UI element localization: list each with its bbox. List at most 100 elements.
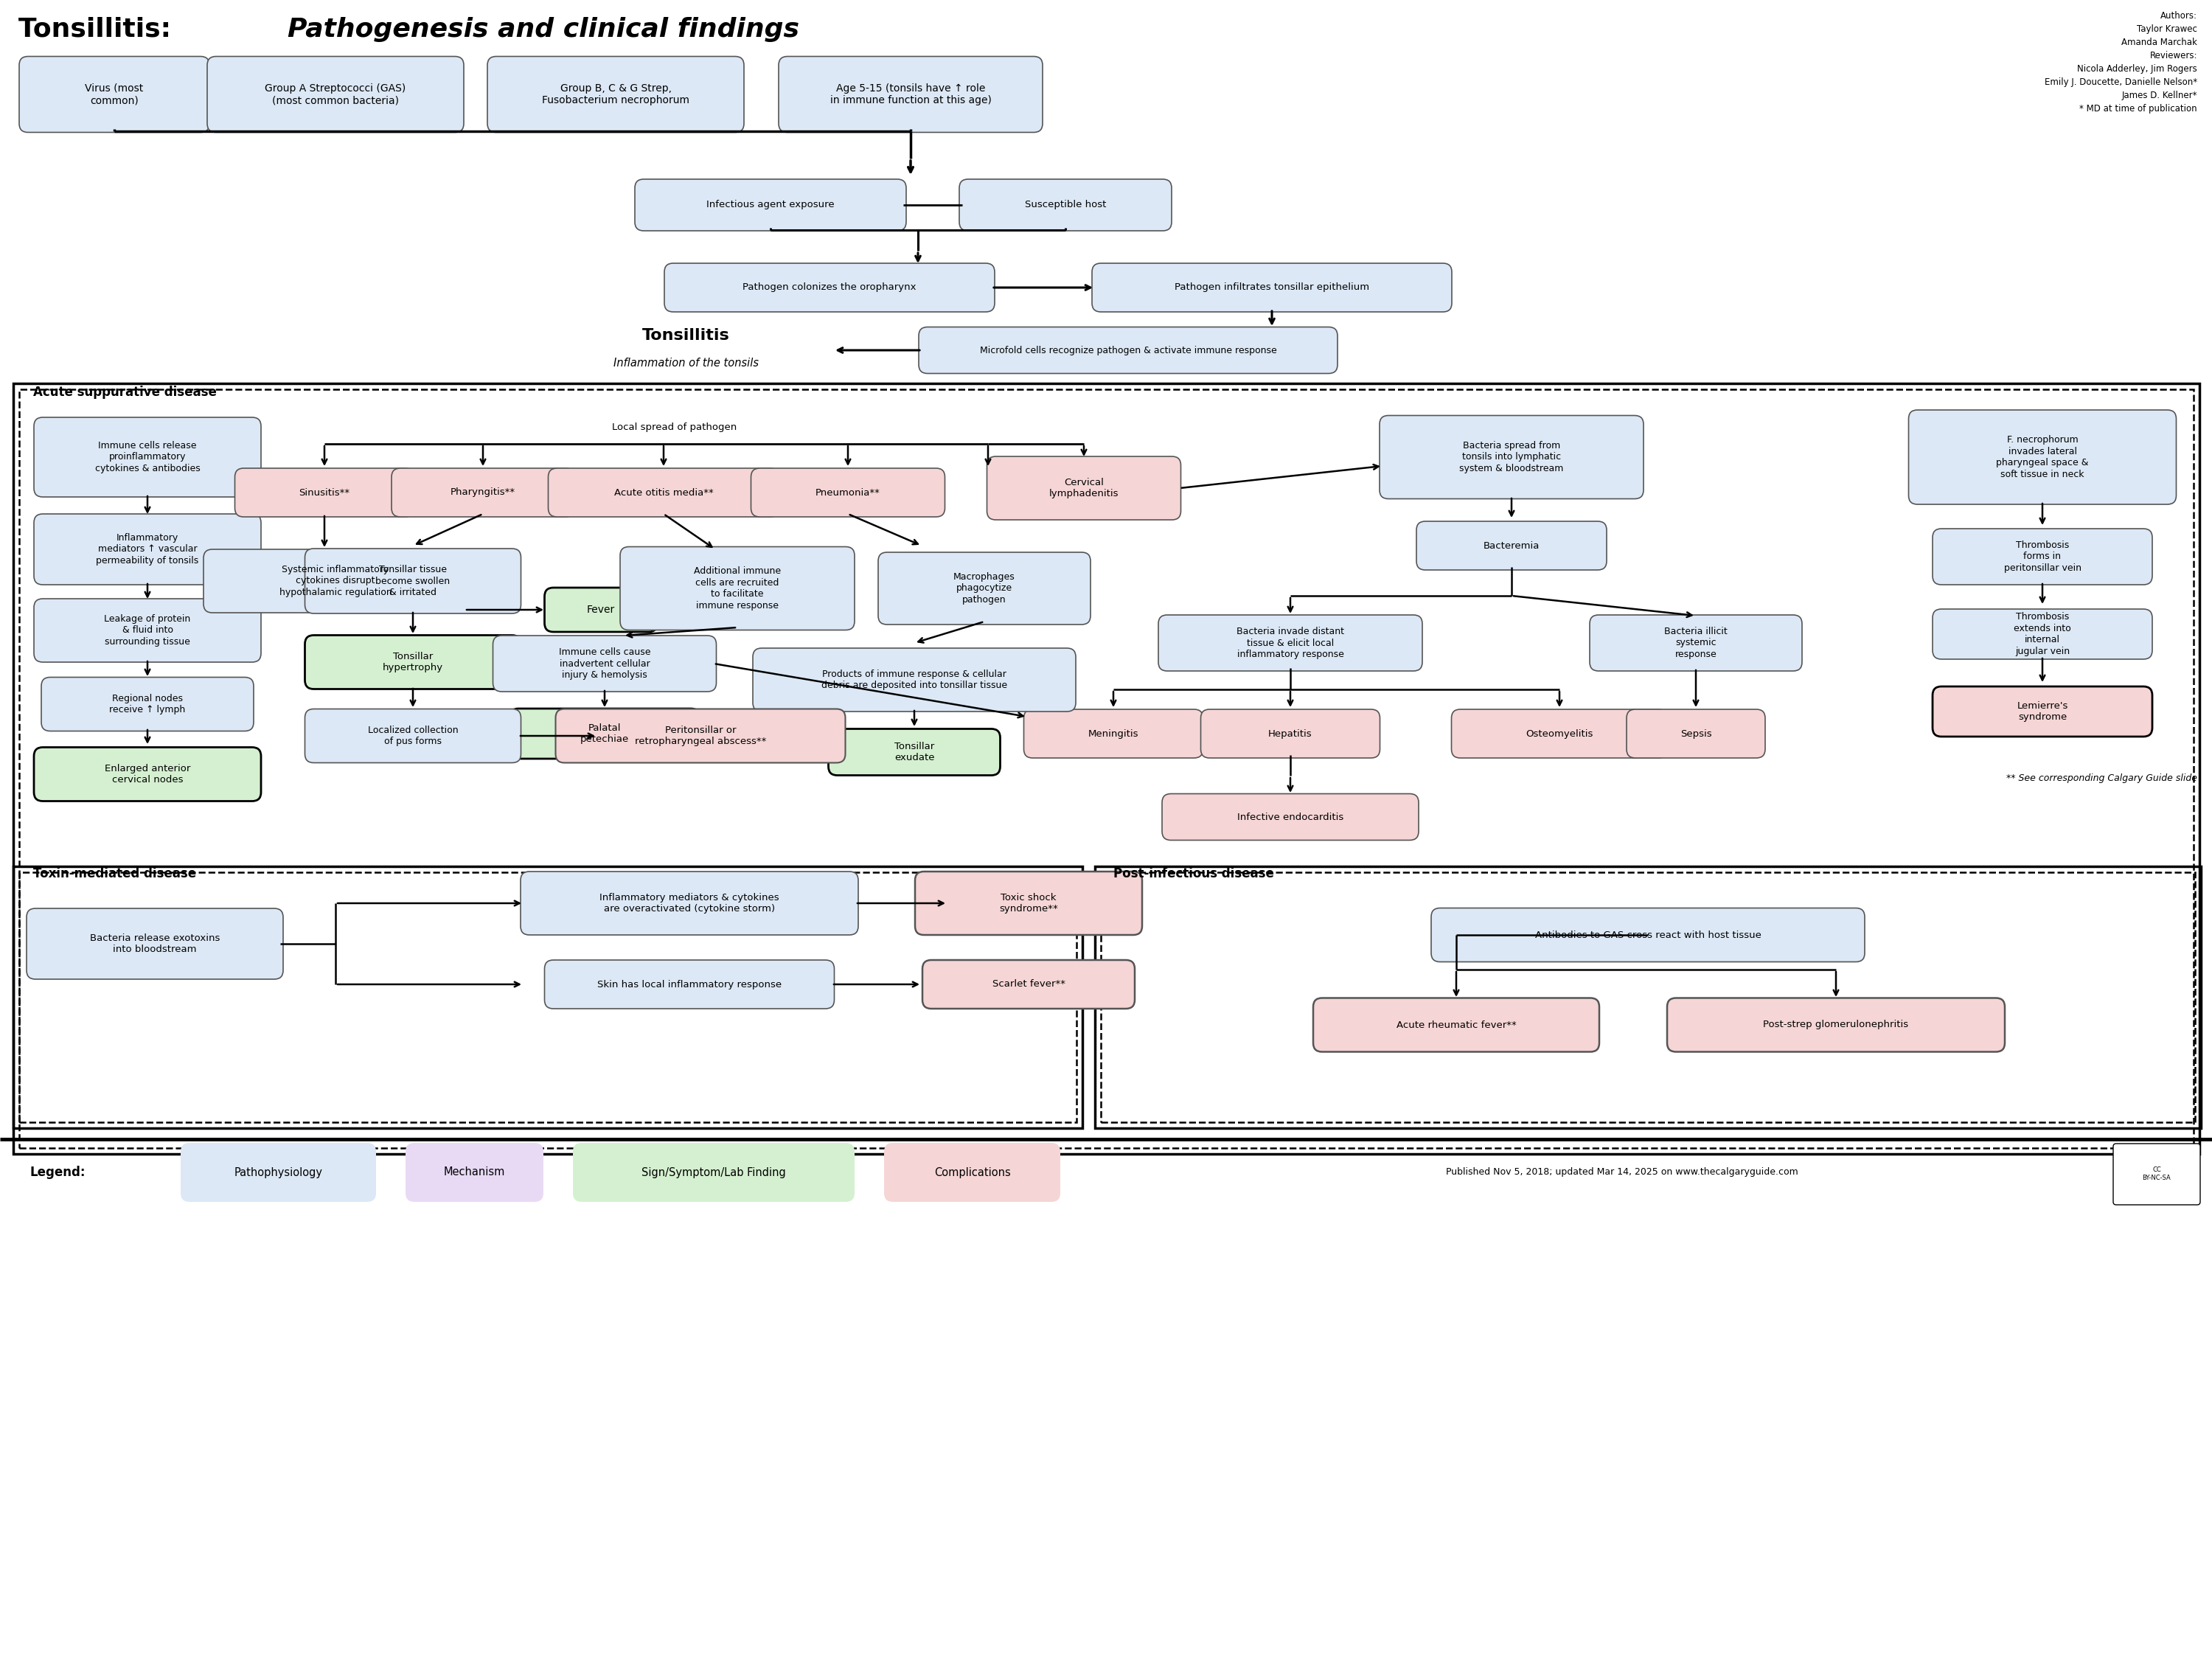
Text: Toxic shock
syndrome**: Toxic shock syndrome**	[1000, 893, 1057, 914]
FancyBboxPatch shape	[33, 418, 261, 498]
FancyBboxPatch shape	[1314, 999, 1599, 1052]
Text: Immune cells cause
inadvertent cellular
injury & hemolysis: Immune cells cause inadvertent cellular …	[560, 647, 650, 680]
Text: Local spread of pathogen: Local spread of pathogen	[613, 423, 737, 433]
FancyBboxPatch shape	[2112, 1143, 2201, 1204]
Text: Cervical
lymphadenitis: Cervical lymphadenitis	[1048, 478, 1119, 499]
Text: Infective endocarditis: Infective endocarditis	[1237, 813, 1343, 821]
FancyBboxPatch shape	[1590, 615, 1803, 670]
Text: Complications: Complications	[933, 1166, 1011, 1178]
Text: Palatal
petechiae: Palatal petechiae	[580, 723, 628, 745]
Text: Meningitis: Meningitis	[1088, 728, 1139, 738]
Text: Pathophysiology: Pathophysiology	[234, 1166, 323, 1178]
FancyBboxPatch shape	[27, 909, 283, 979]
Text: Inflammatory
mediators ↑ vascular
permeability of tonsils: Inflammatory mediators ↑ vascular permea…	[95, 533, 199, 566]
Text: Hepatitis: Hepatitis	[1267, 728, 1312, 738]
FancyBboxPatch shape	[1626, 710, 1765, 758]
Text: Published Nov 5, 2018; updated Mar 14, 2025 on www.thecalgaryguide.com: Published Nov 5, 2018; updated Mar 14, 2…	[1447, 1168, 1798, 1178]
Text: Toxin-mediated disease: Toxin-mediated disease	[33, 868, 197, 881]
FancyBboxPatch shape	[20, 56, 210, 133]
FancyBboxPatch shape	[520, 871, 858, 936]
FancyBboxPatch shape	[555, 708, 845, 763]
FancyBboxPatch shape	[987, 456, 1181, 519]
FancyBboxPatch shape	[1159, 615, 1422, 670]
Text: ** See corresponding Calgary Guide slide: ** See corresponding Calgary Guide slide	[2006, 773, 2197, 783]
Text: Acute suppurative disease: Acute suppurative disease	[33, 385, 217, 398]
FancyBboxPatch shape	[208, 56, 465, 133]
Text: Immune cells release
proinflammatory
cytokines & antibodies: Immune cells release proinflammatory cyt…	[95, 441, 199, 473]
FancyBboxPatch shape	[1416, 521, 1606, 571]
FancyBboxPatch shape	[33, 599, 261, 662]
FancyBboxPatch shape	[635, 179, 907, 231]
Text: Tonsillar tissue
become swollen
& irritated: Tonsillar tissue become swollen & irrita…	[376, 564, 451, 597]
FancyBboxPatch shape	[392, 468, 575, 518]
Text: Thrombosis
extends into
internal
jugular vein: Thrombosis extends into internal jugular…	[2013, 612, 2070, 655]
FancyBboxPatch shape	[509, 708, 699, 758]
FancyBboxPatch shape	[1933, 687, 2152, 737]
FancyBboxPatch shape	[1668, 999, 2004, 1052]
Text: Systemic inflammatory
cytokines disrupt
hypothalamic regulation: Systemic inflammatory cytokines disrupt …	[279, 564, 392, 597]
FancyBboxPatch shape	[33, 514, 261, 584]
FancyBboxPatch shape	[305, 708, 522, 763]
FancyBboxPatch shape	[1380, 415, 1644, 499]
FancyBboxPatch shape	[234, 468, 414, 518]
Text: Acute otitis media**: Acute otitis media**	[615, 488, 712, 498]
Text: Susceptible host: Susceptible host	[1024, 201, 1106, 209]
Text: Bacteria illicit
systemic
response: Bacteria illicit systemic response	[1663, 627, 1728, 659]
Text: Localized collection
of pus forms: Localized collection of pus forms	[367, 725, 458, 747]
Text: Sinusitis**: Sinusitis**	[299, 488, 349, 498]
Text: Tonsillar
hypertrophy: Tonsillar hypertrophy	[383, 652, 442, 672]
FancyBboxPatch shape	[405, 1143, 544, 1201]
FancyBboxPatch shape	[830, 728, 1000, 775]
FancyBboxPatch shape	[1093, 264, 1451, 312]
FancyBboxPatch shape	[750, 468, 945, 518]
Text: Bacteria spread from
tonsils into lymphatic
system & bloodstream: Bacteria spread from tonsils into lympha…	[1460, 441, 1564, 473]
FancyBboxPatch shape	[1933, 609, 2152, 659]
FancyBboxPatch shape	[1024, 710, 1203, 758]
Text: Tonsillitis: Tonsillitis	[641, 328, 730, 343]
Text: Skin has local inflammatory response: Skin has local inflammatory response	[597, 979, 781, 989]
Text: Fever: Fever	[586, 604, 615, 615]
Text: Pathogenesis and clinical findings: Pathogenesis and clinical findings	[288, 17, 799, 41]
FancyBboxPatch shape	[1161, 793, 1418, 839]
Text: Post-infectious disease: Post-infectious disease	[1113, 868, 1274, 881]
Text: Antibodies to GAS cross react with host tissue: Antibodies to GAS cross react with host …	[1535, 931, 1761, 939]
FancyBboxPatch shape	[42, 677, 254, 732]
Text: Bacteria invade distant
tissue & elicit local
inflammatory response: Bacteria invade distant tissue & elicit …	[1237, 627, 1345, 659]
FancyBboxPatch shape	[1201, 710, 1380, 758]
FancyBboxPatch shape	[619, 547, 854, 630]
Text: Osteomyelitis: Osteomyelitis	[1526, 728, 1593, 738]
Text: Additional immune
cells are recruited
to facilitate
immune response: Additional immune cells are recruited to…	[695, 566, 781, 611]
Text: Inflammation of the tonsils: Inflammation of the tonsils	[613, 357, 759, 368]
Text: Scarlet fever**: Scarlet fever**	[991, 979, 1066, 989]
Text: Legend:: Legend:	[29, 1166, 84, 1180]
FancyBboxPatch shape	[918, 327, 1338, 373]
Text: Sign/Symptom/Lab Finding: Sign/Symptom/Lab Finding	[641, 1166, 785, 1178]
Text: Pneumonia**: Pneumonia**	[816, 488, 880, 498]
Text: F. necrophorum
invades lateral
pharyngeal space &
soft tissue in neck: F. necrophorum invades lateral pharyngea…	[1995, 435, 2088, 479]
FancyBboxPatch shape	[960, 179, 1172, 231]
FancyBboxPatch shape	[549, 468, 779, 518]
FancyBboxPatch shape	[922, 961, 1135, 1009]
FancyBboxPatch shape	[885, 1143, 1060, 1201]
Text: Regional nodes
receive ↑ lymph: Regional nodes receive ↑ lymph	[108, 693, 186, 715]
Text: Tonsillitis:: Tonsillitis:	[18, 17, 181, 41]
FancyBboxPatch shape	[573, 1143, 854, 1201]
FancyBboxPatch shape	[305, 635, 522, 688]
Text: Microfold cells recognize pathogen & activate immune response: Microfold cells recognize pathogen & act…	[980, 345, 1276, 355]
Text: Age 5-15 (tonsils have ↑ role
in immune function at this age): Age 5-15 (tonsils have ↑ role in immune …	[830, 83, 991, 106]
FancyBboxPatch shape	[181, 1143, 376, 1201]
FancyBboxPatch shape	[487, 56, 743, 133]
Text: Acute rheumatic fever**: Acute rheumatic fever**	[1396, 1020, 1515, 1030]
FancyBboxPatch shape	[752, 649, 1075, 712]
Text: Pathogen infiltrates tonsillar epithelium: Pathogen infiltrates tonsillar epitheliu…	[1175, 282, 1369, 292]
Text: Products of immune response & cellular
debris are deposited into tonsillar tissu: Products of immune response & cellular d…	[821, 669, 1006, 690]
FancyBboxPatch shape	[878, 552, 1091, 624]
Text: Bacteremia: Bacteremia	[1484, 541, 1540, 551]
Text: Infectious agent exposure: Infectious agent exposure	[706, 201, 834, 209]
Text: Virus (most
common): Virus (most common)	[84, 83, 144, 106]
Text: CC
BY-NC-SA: CC BY-NC-SA	[2143, 1166, 2170, 1181]
FancyBboxPatch shape	[664, 264, 995, 312]
Text: Authors:
Taylor Krawec
Amanda Marchak
Reviewers:
Nicola Adderley, Jim Rogers
Emi: Authors: Taylor Krawec Amanda Marchak Re…	[2044, 12, 2197, 113]
FancyBboxPatch shape	[1451, 710, 1668, 758]
Text: Post-strep glomerulonephritis: Post-strep glomerulonephritis	[1763, 1020, 1909, 1030]
